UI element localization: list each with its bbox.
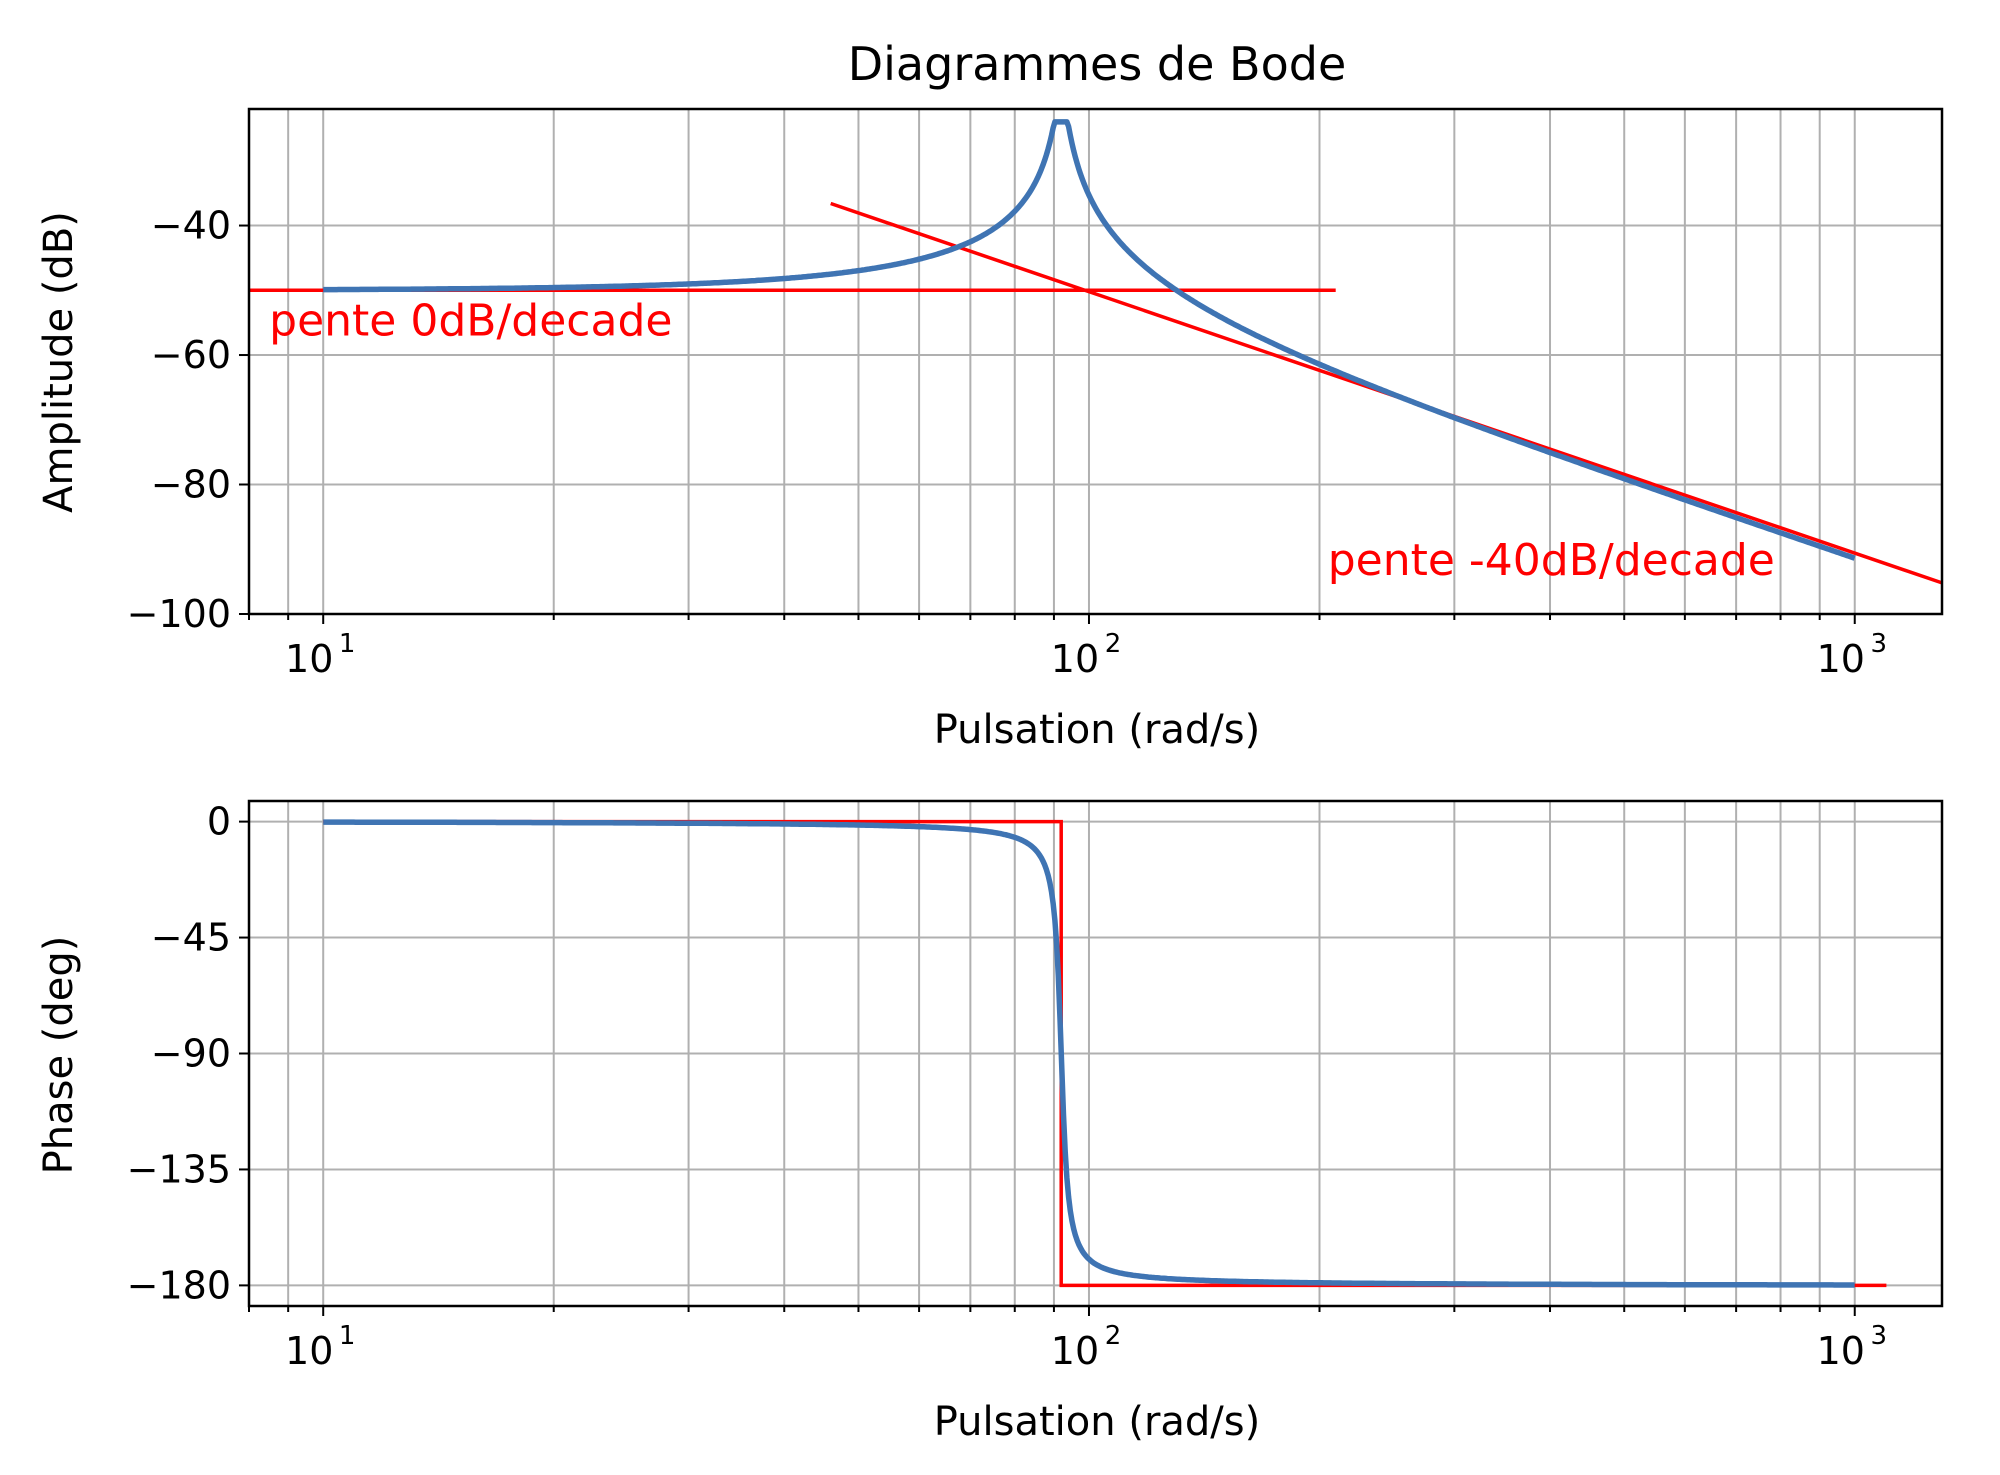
amplitude-x-tick-exponent: 2	[1105, 629, 1122, 659]
amplitude-x-tick-label: 10	[1817, 637, 1865, 681]
phase-y-tick-label: −180	[127, 1263, 231, 1307]
amplitude-x-tick-label: 10	[285, 637, 333, 681]
phase-response-curve	[322, 819, 1856, 1288]
figure-title: Diagrammes de Bode	[848, 37, 1347, 91]
phase-x-tick-label: 10	[285, 1329, 333, 1373]
phase-x-tick-exponent: 1	[339, 1321, 356, 1351]
amplitude-x-tick-label: 10	[1051, 637, 1099, 681]
amplitude-y-tick-label: −40	[151, 204, 231, 248]
amplitude-x-tick-exponent: 3	[1870, 629, 1887, 659]
phase-y-tick-label: −45	[151, 916, 231, 960]
amplitude-x-axis-label: Pulsation (rad/s)	[934, 707, 1260, 753]
phase-y-tick-label: 0	[207, 800, 231, 844]
phase-x-tick-label: 10	[1051, 1329, 1099, 1373]
phase-y-tick-label: −90	[151, 1032, 231, 1076]
amplitude-axes-frame	[247, 107, 1944, 616]
amplitude-slope-annotation: pente -40dB/decade	[1328, 535, 1775, 586]
amplitude-x-tick-exponent: 1	[339, 629, 356, 659]
phase-y-tick-label: −135	[127, 1147, 231, 1191]
phase-x-tick-label: 10	[1817, 1329, 1865, 1373]
amplitude-y-tick-label: −100	[127, 592, 231, 636]
amplitude-slope-annotation: pente 0dB/decade	[269, 296, 672, 347]
phase-x-axis-label: Pulsation (rad/s)	[934, 1399, 1260, 1445]
phase-x-tick-exponent: 2	[1105, 1321, 1122, 1351]
amplitude-y-tick-label: −80	[151, 463, 231, 507]
amplitude-y-tick-label: −60	[151, 333, 231, 377]
phase-axes-frame	[247, 799, 1944, 1308]
amplitude-response-curve	[322, 119, 1856, 561]
phase-y-axis-label: Phase (deg)	[36, 936, 82, 1175]
phase-x-tick-exponent: 3	[1870, 1321, 1887, 1351]
amplitude-y-axis-label: Amplitude (dB)	[36, 211, 82, 513]
